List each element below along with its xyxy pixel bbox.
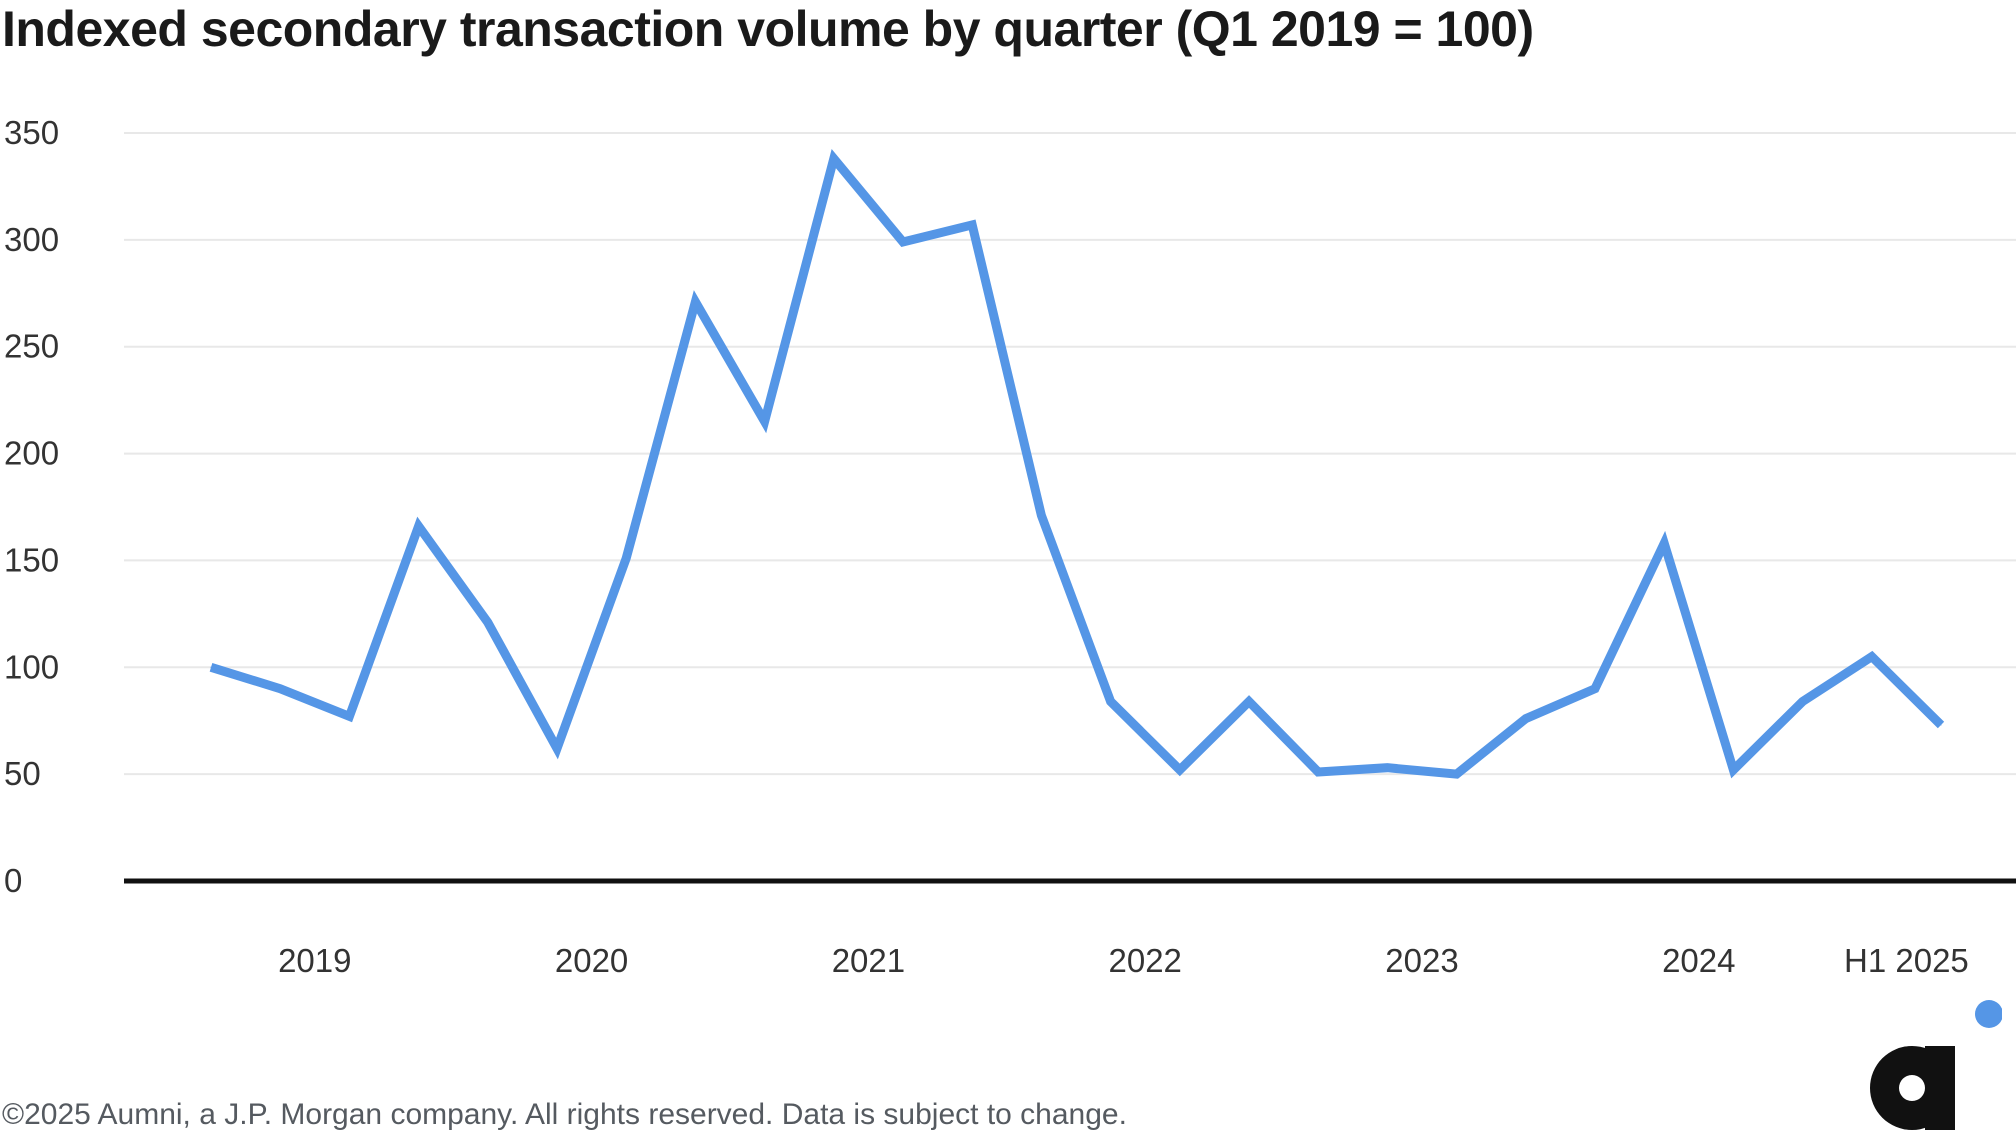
data-point [902, 241, 904, 243]
x-tick-label: 2020 [555, 942, 628, 979]
data-point [1525, 718, 1527, 720]
data-point [1940, 724, 1942, 726]
x-tick-label: H1 2025 [1844, 942, 1969, 979]
x-tick-label: 2022 [1108, 942, 1181, 979]
x-tick-label: 2024 [1662, 942, 1735, 979]
data-point [1317, 771, 1319, 773]
series-line [209, 148, 1945, 779]
y-tick-label: 150 [4, 541, 59, 578]
data-point [1110, 700, 1112, 702]
data-point [1871, 656, 1873, 658]
data-point [1456, 773, 1458, 775]
y-tick-label: 100 [4, 648, 59, 685]
y-tick-label: 300 [4, 221, 59, 258]
y-tick-label: 200 [4, 435, 59, 472]
data-point [694, 301, 696, 303]
data-point [348, 715, 350, 717]
data-point [833, 158, 835, 160]
data-point [1248, 700, 1250, 702]
y-tick-label: 50 [4, 755, 41, 792]
data-point [418, 525, 420, 527]
series [209, 148, 1945, 779]
data-point [1040, 515, 1042, 517]
logo-letter-a [1870, 1046, 1955, 1130]
logo-dot [1975, 1000, 2002, 1028]
aumni-logo [1870, 1000, 2002, 1130]
y-tick-label: 250 [4, 328, 59, 365]
data-point [279, 688, 281, 690]
y-tick-label: 350 [4, 114, 59, 151]
x-tick-label: 2021 [832, 942, 905, 979]
data-point [1386, 767, 1388, 769]
data-point [1732, 769, 1734, 771]
y-axis-ticks: 0 50 100 150 200 250 300 350 [4, 114, 59, 899]
gridlines [124, 132, 2016, 776]
copyright-footer: ©2025 Aumni, a J.P. Morgan company. All … [2, 1098, 1127, 1131]
data-point [971, 224, 973, 226]
data-point [556, 747, 558, 749]
data-point [764, 421, 766, 423]
data-point [1802, 700, 1804, 702]
y-tick-label: 0 [4, 862, 22, 899]
chart-title: Indexed secondary transaction volume by … [2, 1, 1534, 57]
data-point [1594, 688, 1596, 690]
data-point [210, 666, 212, 668]
data-point [1179, 769, 1181, 771]
x-tick-label: 2019 [278, 942, 351, 979]
data-point [625, 557, 627, 559]
x-tick-label: 2023 [1385, 942, 1458, 979]
x-axis-labels: 2019 2020 2021 2022 2023 2024 H1 2025 [278, 942, 1969, 979]
data-point [1663, 542, 1665, 544]
data-point [487, 621, 489, 623]
